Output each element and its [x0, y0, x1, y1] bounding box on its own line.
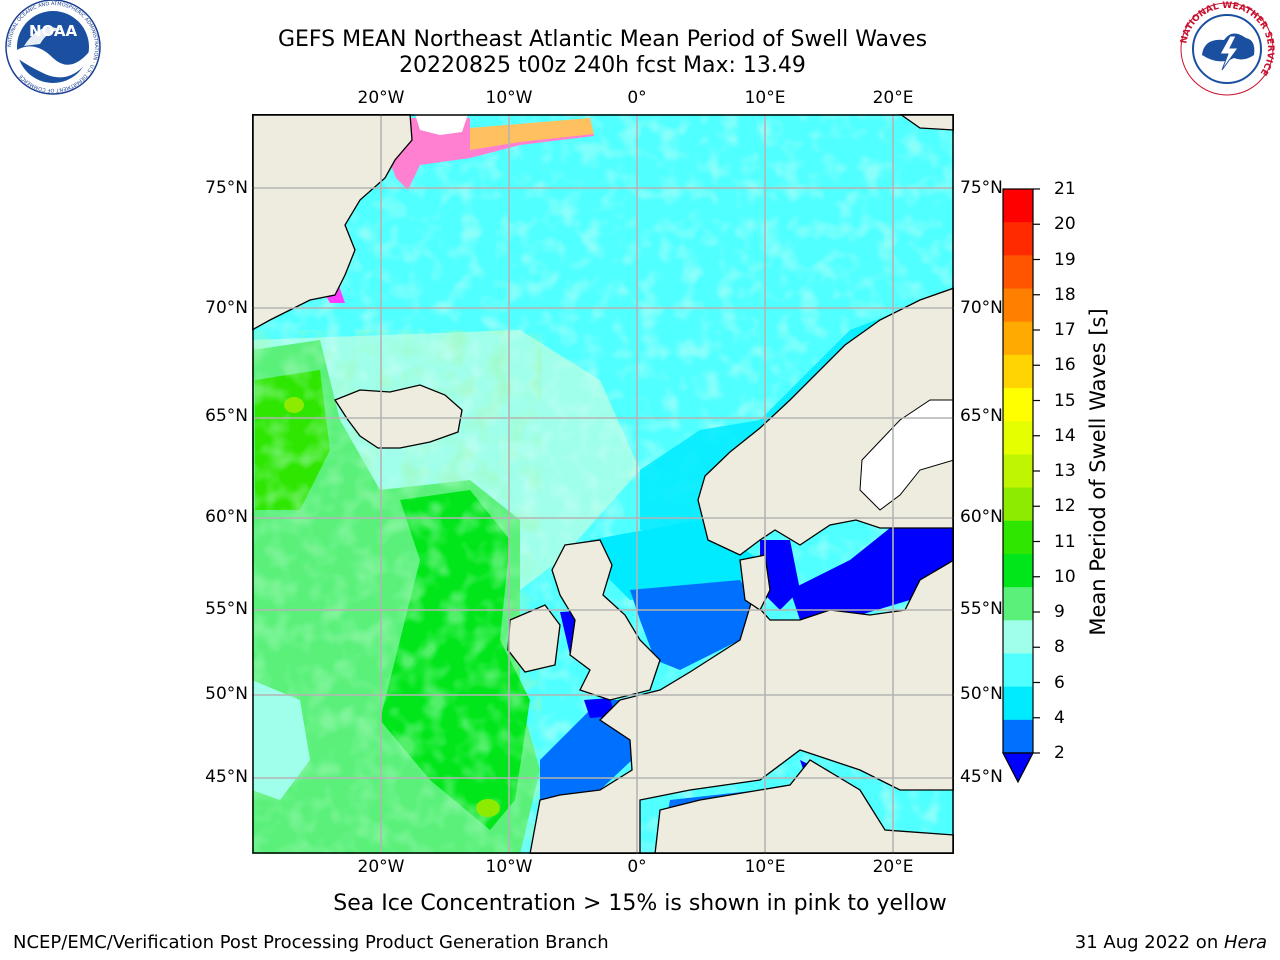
- gulf-of-bothnia: [859, 399, 954, 511]
- footer-machine: Hera: [1223, 932, 1267, 953]
- colorbar-band: [1003, 321, 1033, 356]
- footer-organization: NCEP/EMC/Verification Post Processing Pr…: [13, 932, 609, 953]
- lat-label-left-65n: 65°N: [205, 406, 248, 426]
- land-continental-europe: [529, 528, 954, 854]
- colorbar-tick-label: 9: [1054, 602, 1065, 622]
- colorbar-band: [1003, 553, 1033, 588]
- lat-label-right-60n: 60°N: [960, 507, 1003, 527]
- colorbar-band: [1003, 719, 1033, 754]
- swell-11-12s-patch-a: [284, 397, 304, 413]
- colorbar-tick-label: 21: [1054, 179, 1076, 199]
- lon-label-bottom-10e: 10°E: [744, 857, 786, 877]
- swell-8-9s-southwest: [252, 680, 310, 800]
- colorbar-band: [1003, 620, 1033, 654]
- colorbar-band: [1003, 653, 1033, 688]
- colorbar-tick-label: 12: [1054, 496, 1076, 517]
- footer-date: 31 Aug 2022 on Hera: [1075, 932, 1267, 953]
- lat-label-left-70n: 70°N: [205, 298, 248, 318]
- land-iceland: [334, 384, 463, 449]
- colorbar-band: [1003, 587, 1033, 621]
- colorbar-tick-label: 11: [1054, 531, 1076, 552]
- colorbar-band: [1003, 222, 1033, 256]
- sea-ice-caption: Sea Ice Concentration > 15% is shown in …: [333, 891, 947, 916]
- colorbar-tick-label: 20: [1054, 214, 1076, 235]
- colorbar-band: [1003, 189, 1033, 223]
- lat-label-left-60n: 60°N: [205, 507, 248, 527]
- colorbar-band: [1003, 255, 1033, 290]
- colorbar-tick-label: 15: [1054, 390, 1076, 411]
- colorbar-band: [1003, 388, 1033, 422]
- lat-label-left-55n: 55°N: [205, 599, 248, 619]
- lon-label-bottom-10w: 10°W: [485, 857, 533, 877]
- lon-label-bottom-20e: 20°E: [872, 857, 914, 877]
- colorbar-band: [1003, 520, 1033, 555]
- swell-11-12s-patch-b: [476, 799, 500, 817]
- colorbar-band: [1003, 487, 1033, 522]
- nws-logo: NATIONAL WEATHER SERVICE: [1179, 1, 1275, 96]
- lat-label-left-45n: 45°N: [205, 767, 248, 787]
- colorbar-tick-label: 4: [1054, 707, 1065, 728]
- colorbar-tick-label: 19: [1054, 249, 1076, 270]
- sea-ice-yellow-band: [470, 118, 594, 150]
- colorbar-band: [1003, 454, 1033, 489]
- land-ireland: [507, 604, 561, 673]
- graticule: [252, 114, 954, 854]
- noaa-logo-text: NOAA: [29, 22, 78, 40]
- lat-label-right-50n: 50°N: [960, 684, 1003, 704]
- colorbar-tick-label: 18: [1054, 284, 1076, 305]
- swell-below-2s-kattegat: [760, 540, 800, 610]
- lat-label-right-65n: 65°N: [960, 406, 1003, 426]
- colorbar-tick-label: 10: [1054, 566, 1076, 587]
- lat-label-right-75n: 75°N: [960, 178, 1003, 198]
- colorbar-band: [1003, 686, 1033, 721]
- lat-label-left-75n: 75°N: [205, 178, 248, 198]
- lat-label-right-45n: 45°N: [960, 767, 1003, 787]
- colorbar-tick-label: 14: [1054, 425, 1076, 446]
- footer-date-text: 31 Aug 2022 on: [1074, 932, 1224, 953]
- land-greenland: [252, 114, 413, 331]
- colorbar-label: Mean Period of Swell Waves [s]: [1086, 308, 1110, 636]
- colorbar-tick-label: 6: [1054, 672, 1065, 693]
- lon-label-top-0: 0°: [627, 88, 647, 108]
- colorbar-band: [1003, 288, 1033, 323]
- colorbar-tick-label: 17: [1054, 320, 1076, 340]
- lon-label-bottom-0: 0°: [627, 857, 647, 877]
- lat-label-right-70n: 70°N: [960, 298, 1003, 318]
- colorbar-tick-label: 8: [1054, 637, 1065, 658]
- colorbar-tick-label: 13: [1054, 461, 1076, 481]
- colorbar-tick-label: 2: [1054, 743, 1065, 763]
- map-title: GEFS MEAN Northeast Atlantic Mean Period…: [277, 27, 928, 52]
- lon-label-top-20e: 20°E: [872, 88, 914, 108]
- colorbar: [1002, 188, 1040, 784]
- lat-label-left-50n: 50°N: [205, 684, 248, 704]
- swell-2-4s-north-sea: [630, 580, 760, 670]
- map-subtitle: 20220825 t00z 240h fcst Max: 13.49: [399, 53, 806, 78]
- land-svalbard: [898, 114, 954, 131]
- colorbar-band: [1003, 421, 1033, 455]
- map-frame: [252, 114, 954, 854]
- colorbar-extend-arrow: [1002, 752, 1034, 784]
- swell-period-map: [252, 114, 954, 854]
- noaa-logo: NOAA NATIONAL OCEANIC AND ATMOSPHERIC AD…: [5, 0, 101, 95]
- lon-label-top-20w: 20°W: [357, 88, 405, 108]
- lat-label-right-55n: 55°N: [960, 599, 1003, 619]
- greenland-ice-cap: [415, 114, 468, 135]
- colorbar-tick-label: 16: [1054, 355, 1076, 376]
- colorbar-band: [1003, 354, 1033, 389]
- lon-label-top-10w: 10°W: [485, 88, 533, 108]
- lon-label-bottom-20w: 20°W: [357, 857, 405, 877]
- lon-label-top-10e: 10°E: [744, 88, 786, 108]
